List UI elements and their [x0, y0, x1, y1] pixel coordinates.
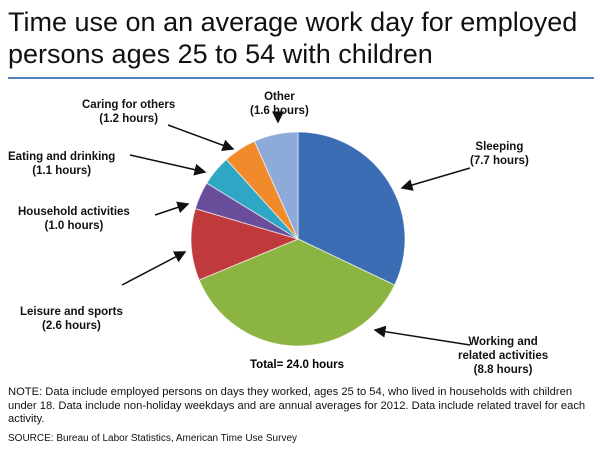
pie-slice-working-and-related-activities: [198, 238, 396, 347]
source-text: SOURCE: Bureau of Labor Statistics, Amer…: [8, 433, 297, 444]
arrow-eating: [129, 154, 207, 176]
pie-slice-leisure-and-sports: [190, 207, 300, 281]
chart-title: Time use on an average work day for empl…: [8, 7, 578, 69]
label-other: Other (1.6 hours): [250, 91, 309, 117]
pie-slice-other: [253, 131, 299, 240]
note-text: NOTE: Data include employed persons on d…: [8, 386, 586, 425]
total-label: Total= 24.0 hours: [250, 359, 345, 371]
label-eating: Eating and drinking (1.1 hours): [8, 151, 116, 177]
pie-slice-sleeping: [297, 131, 406, 286]
arrow-leisure: [121, 251, 187, 286]
title-divider: [8, 77, 594, 79]
label-leisure: Leisure and sports (2.6 hours): [20, 306, 123, 332]
arrow-household: [154, 201, 190, 216]
callout-arrows: [121, 111, 471, 346]
label-caring: Caring for others (1.2 hours): [82, 99, 176, 125]
arrow-working: [373, 325, 471, 346]
label-sleeping: Sleeping (7.7 hours): [470, 141, 529, 167]
label-household: Household activities (1.0 hours): [18, 206, 130, 232]
label-working: Working and related activities (8.8 hours): [458, 336, 549, 376]
arrow-sleeping: [400, 167, 471, 191]
arrow-caring: [167, 124, 235, 151]
